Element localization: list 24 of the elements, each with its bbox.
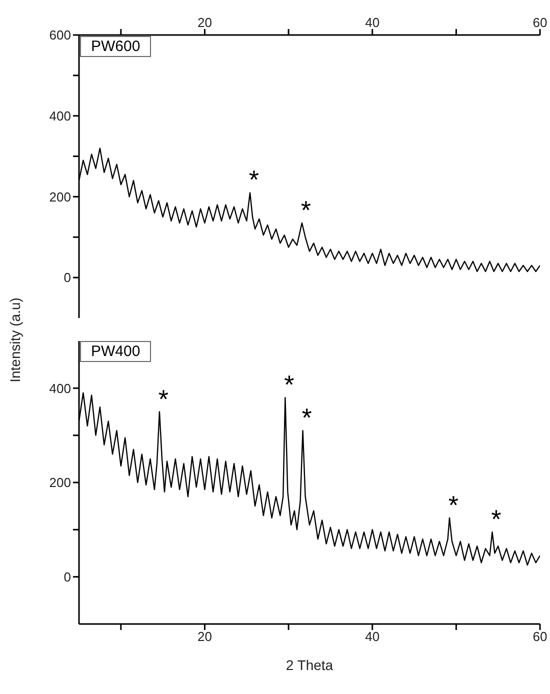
y-tick-label: 600 (49, 28, 71, 43)
x-tick-label: 60 (532, 629, 548, 644)
text: PW400 (80, 341, 152, 362)
text: PW600 (80, 36, 152, 57)
x-tick-label: 40 (365, 15, 380, 30)
y-tick-label: 0 (64, 569, 71, 584)
y-tick-label: 400 (49, 380, 71, 396)
x-tick-label: 60 (532, 15, 548, 30)
annotation: * (248, 164, 260, 195)
annotation: * (284, 370, 294, 400)
x-tick-label: 20 (197, 15, 212, 30)
y-tick-label: 200 (49, 189, 71, 204)
y-tick-label: 400 (49, 108, 71, 124)
y-tick-label: 0 (64, 270, 71, 286)
y-axis-title: Intensity (a.u) (7, 298, 23, 382)
annotation: * (302, 402, 312, 433)
y-tick-label: 200 (49, 475, 71, 490)
annotation: * (300, 194, 312, 225)
annotation: * (448, 490, 459, 520)
annotation: * (491, 504, 502, 534)
annotation: * (158, 384, 169, 414)
x-tick-label: 40 (365, 629, 380, 644)
x-axis-title: 2 Theta (286, 657, 334, 673)
x-tick-label: 20 (197, 629, 212, 644)
